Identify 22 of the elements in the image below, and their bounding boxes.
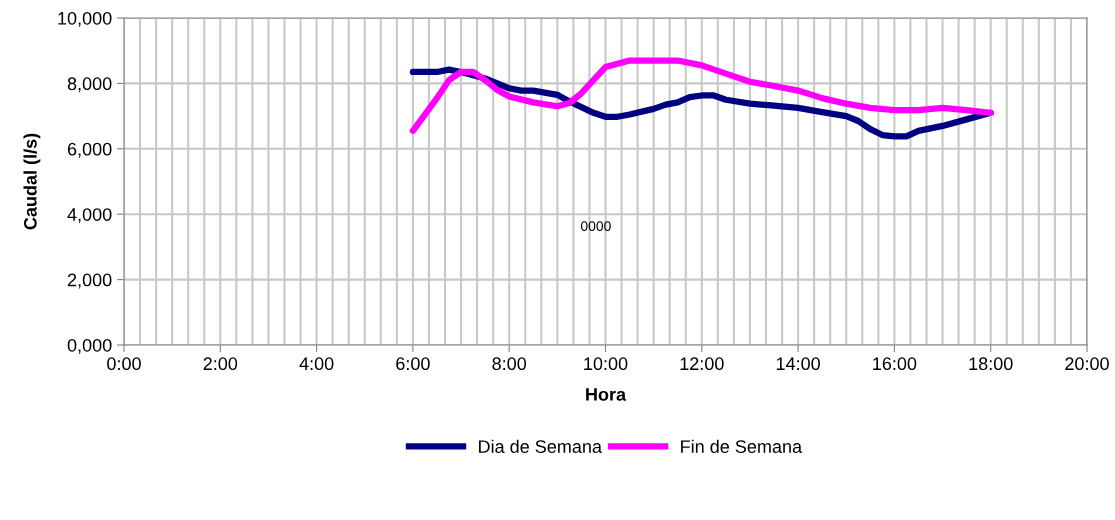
x-tick-label: 16:00 (873, 357, 917, 371)
y-tick-label: 6,000 (67, 142, 112, 158)
annotation: 0000 (580, 221, 611, 232)
x-tick-label: 20:00 (1065, 357, 1109, 371)
x-tick-label: 18:00 (969, 357, 1013, 371)
y-tick-label: 8,000 (67, 77, 112, 93)
x-tick-label: 12:00 (680, 357, 724, 371)
x-tick-label: 4:00 (299, 357, 334, 371)
x-tick-label: 8:00 (492, 357, 527, 371)
y-tick-label: 10,000 (58, 11, 112, 27)
y-tick-label: 0,000 (67, 338, 112, 354)
legend-label: Dia de Semana (479, 439, 602, 453)
y-axis-title: Caudal (l/s) (23, 133, 41, 230)
y-tick-label: 4,000 (67, 208, 112, 224)
x-tick-label: 14:00 (776, 357, 820, 371)
x-tick-label: 2:00 (203, 357, 238, 371)
legend-label: Fin de Semana (681, 439, 803, 453)
x-tick-label: 0:00 (107, 357, 141, 371)
x-tick-label: 6:00 (396, 357, 430, 371)
x-tick-label: 10:00 (584, 357, 628, 371)
x-axis-title: Hora (586, 388, 627, 401)
y-tick-label: 2,000 (67, 273, 112, 289)
